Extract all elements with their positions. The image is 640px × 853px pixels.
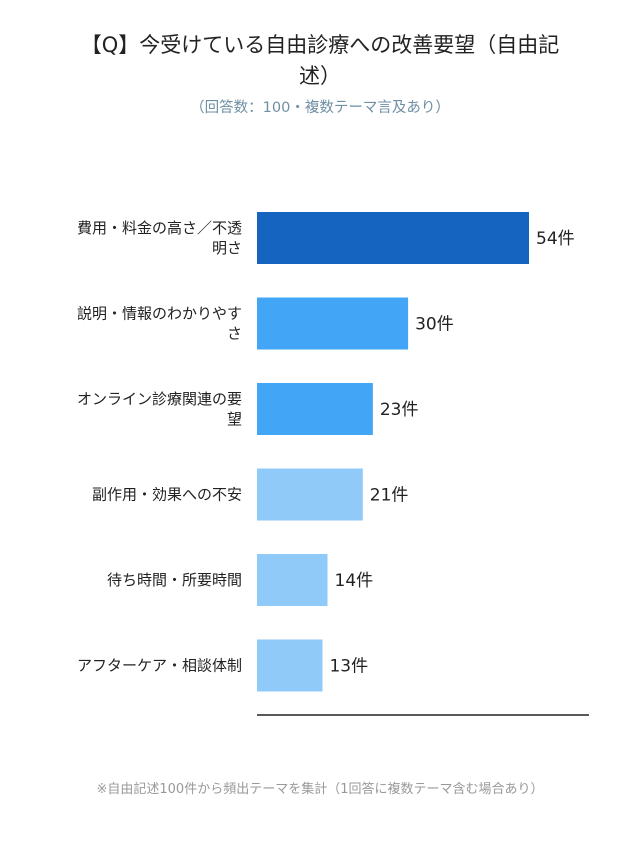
category-label-4: 副作用・効果への不安	[92, 486, 242, 504]
category-label-1: 費用・料金の高さ／不透明さ	[77, 219, 242, 257]
bar-4	[257, 468, 363, 521]
chart-subtitle: （回答数：100・複数テーマ言及あり）	[190, 100, 450, 116]
category-label-3: オンライン診療関連の要望	[77, 390, 242, 428]
footnote: ※自由記述100件から頻出テーマを集計（1回答に複数テーマ含む場合あり）	[96, 782, 544, 797]
value-label-6: 13件	[329, 657, 368, 677]
category-label-2: 説明・情報のわかりやすさ	[77, 305, 242, 343]
bar-1	[257, 212, 529, 264]
bar-5	[257, 554, 328, 606]
category-label-6: アフターケア・相談体制	[77, 657, 242, 675]
value-label-4: 21件	[370, 486, 409, 506]
chart-title: 【Q】今受けている自由診療への改善要望（自由記述）	[80, 33, 560, 88]
bar-3	[257, 383, 373, 435]
value-label-3: 23件	[380, 400, 419, 420]
bar-2	[257, 297, 409, 350]
bar-6	[257, 639, 323, 692]
value-label-1: 54件	[536, 229, 575, 249]
value-label-5: 14件	[335, 571, 374, 591]
value-label-2: 30件	[415, 315, 454, 335]
category-label-5: 待ち時間・所要時間	[107, 571, 242, 589]
